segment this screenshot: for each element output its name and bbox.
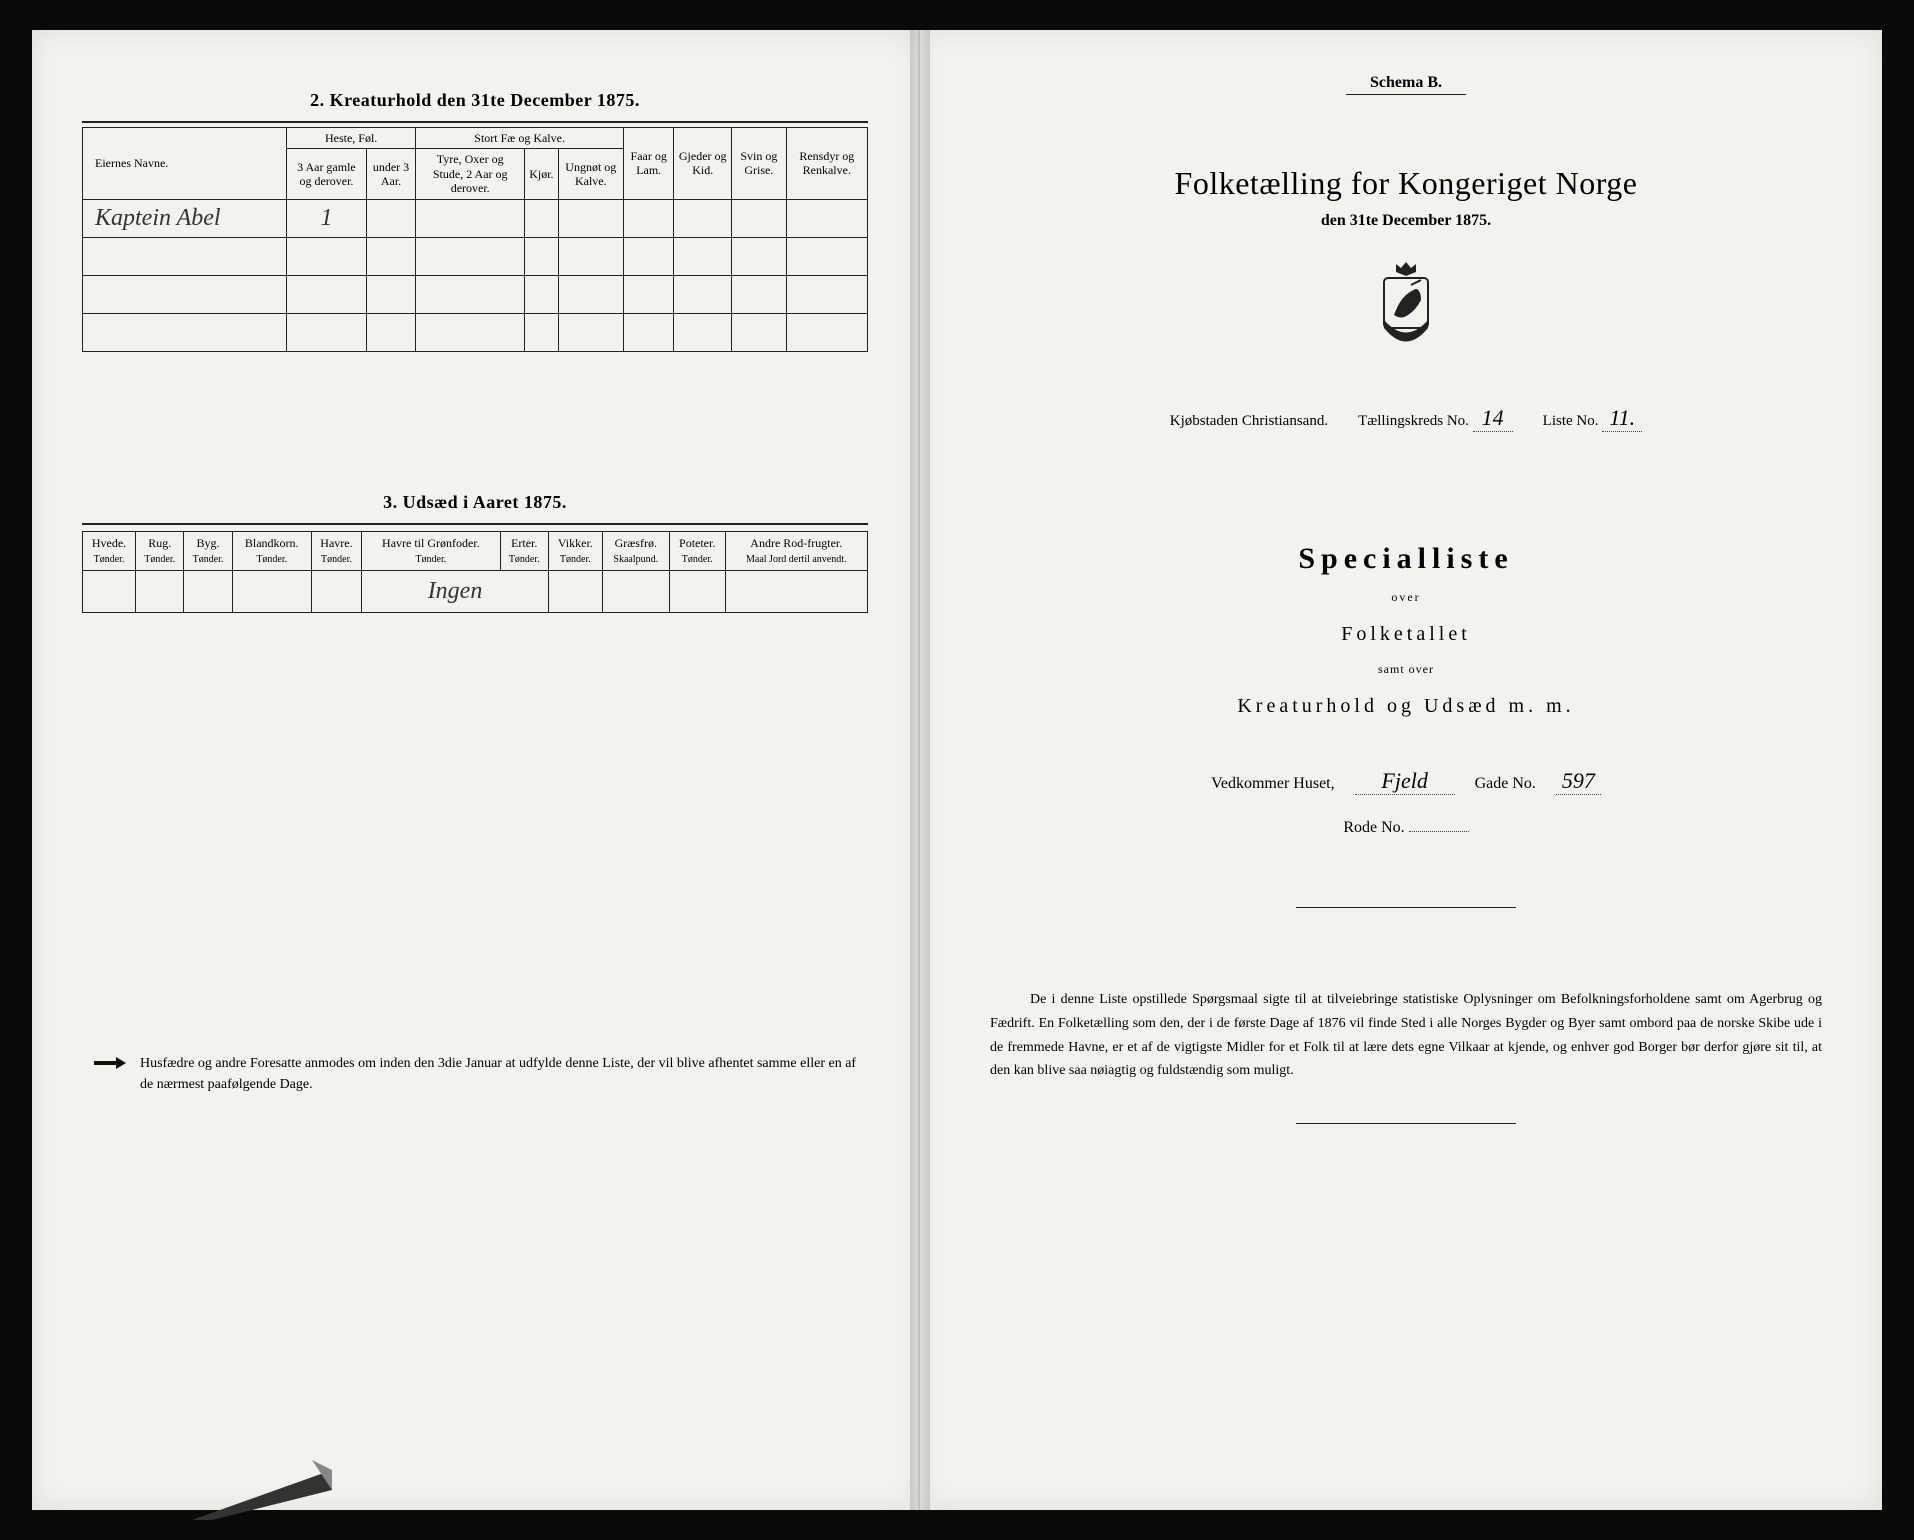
th: Poteter.Tønder. — [669, 531, 725, 570]
liste-value: 11. — [1602, 405, 1642, 432]
th: Rug.Tønder. — [136, 531, 184, 570]
section3-title: 3. Udsæd i Aaret 1875. — [82, 492, 868, 513]
heste1-cell: 1 — [287, 199, 367, 237]
over-text: over — [990, 590, 1822, 605]
main-title: Folketælling for Kongeriget Norge — [990, 165, 1822, 202]
seed-data-row: Ingen — [83, 570, 868, 612]
liste-label: Liste No. — [1543, 413, 1599, 429]
samt-over: samt over — [990, 662, 1822, 677]
th: Andre Rod-frugter.Maal Jord dertil anven… — [725, 531, 867, 570]
book-spine — [910, 30, 930, 1510]
left-page: 2. Kreaturhold den 31te December 1875. E… — [32, 30, 920, 1510]
th-heste-sub2: under 3 Aar. — [366, 149, 415, 199]
th: Hvede.Tønder. — [83, 531, 136, 570]
coat-of-arms-icon — [990, 260, 1822, 365]
th: Havre til Grønfoder.Tønder. — [362, 531, 500, 570]
bottom-paragraph: De i denne Liste opstillede Spørgsmaal s… — [990, 988, 1822, 1083]
table-row — [83, 237, 868, 275]
section3-title-text: Udsæd i Aaret 1875. — [403, 492, 567, 512]
th: Vikker.Tønder. — [548, 531, 602, 570]
seed-table: Hvede.Tønder. Rug.Tønder. Byg.Tønder. Bl… — [82, 531, 868, 613]
th-stort-sub1: Tyre, Oxer og Stude, 2 Aar og derover. — [416, 149, 525, 199]
folketallet: Folketallet — [990, 623, 1822, 646]
owner-cell: Kaptein Abel — [83, 199, 287, 237]
kreds-value: 14 — [1473, 405, 1513, 432]
th-stort-sub2: Kjør. — [525, 149, 558, 199]
livestock-table: Eiernes Navne. Heste, Føl. Stort Fæ og K… — [82, 127, 868, 352]
th-heste-sub1: 3 Aar gamle og derover. — [287, 149, 367, 199]
table-row: Kaptein Abel 1 — [83, 199, 868, 237]
bottom-divider — [1296, 1123, 1516, 1124]
rule — [82, 523, 868, 525]
kreds-label: Tællingskreds No. — [1358, 413, 1469, 429]
house-line: Vedkommer Huset, Fjeld Gade No. 597 — [990, 768, 1822, 795]
pointing-hand-icon — [92, 1053, 128, 1073]
th-faar: Faar og Lam. — [624, 128, 674, 200]
section3-num: 3. — [383, 492, 398, 512]
gade-value: 597 — [1556, 768, 1601, 795]
kreaturhold-line: Kreaturhold og Udsæd m. m. — [990, 695, 1822, 718]
ingen-cell: Ingen — [362, 570, 549, 612]
table-row — [83, 313, 868, 351]
table-row — [83, 275, 868, 313]
specialliste-title: Specialliste — [990, 542, 1822, 576]
footnote-text: Husfædre og andre Foresatte anmodes om i… — [140, 1053, 858, 1095]
house-name: Fjeld — [1355, 768, 1455, 795]
seed-header-row: Hvede.Tønder. Rug.Tønder. Byg.Tønder. Bl… — [83, 531, 868, 570]
date-line: den 31te December 1875. — [990, 212, 1822, 230]
th-stort: Stort Fæ og Kalve. — [416, 128, 624, 149]
pen-shadow — [192, 1460, 332, 1520]
th-owner: Eiernes Navne. — [83, 128, 287, 200]
th-stort-sub3: Ungnøt og Kalve. — [558, 149, 624, 199]
th-gjeder: Gjeder og Kid. — [674, 128, 732, 200]
th: Græsfrø.Skaalpund. — [602, 531, 669, 570]
right-page: Schema B. Folketælling for Kongeriget No… — [920, 30, 1882, 1510]
city-label: Kjøbstaden Christiansand. — [1170, 413, 1328, 430]
th-heste: Heste, Føl. — [287, 128, 416, 149]
th-svin: Svin og Grise. — [732, 128, 787, 200]
th: Erter.Tønder. — [500, 531, 548, 570]
section2-num: 2. — [310, 90, 325, 110]
th: Havre.Tønder. — [311, 531, 361, 570]
schema-underline — [1346, 94, 1466, 95]
gade-label: Gade No. — [1475, 775, 1536, 793]
footnote: Husfædre og andre Foresatte anmodes om i… — [82, 1053, 868, 1095]
th: Byg.Tønder. — [184, 531, 232, 570]
th: Blandkorn.Tønder. — [232, 531, 311, 570]
th-rensdyr: Rensdyr og Renkalve. — [786, 128, 867, 200]
district-line: Kjøbstaden Christiansand. Tællingskreds … — [990, 405, 1822, 432]
divider — [1296, 907, 1516, 908]
rode-value — [1409, 831, 1469, 832]
rode-line: Rode No. — [990, 819, 1822, 837]
schema-label: Schema B. — [990, 74, 1822, 92]
vedkommer-label: Vedkommer Huset, — [1211, 775, 1335, 793]
section2-title-text: Kreaturhold den 31te December 1875. — [330, 90, 640, 110]
rule — [82, 121, 868, 123]
book-spread: 2. Kreaturhold den 31te December 1875. E… — [32, 30, 1882, 1510]
section2-title: 2. Kreaturhold den 31te December 1875. — [82, 90, 868, 111]
rode-label: Rode No. — [1343, 819, 1404, 836]
